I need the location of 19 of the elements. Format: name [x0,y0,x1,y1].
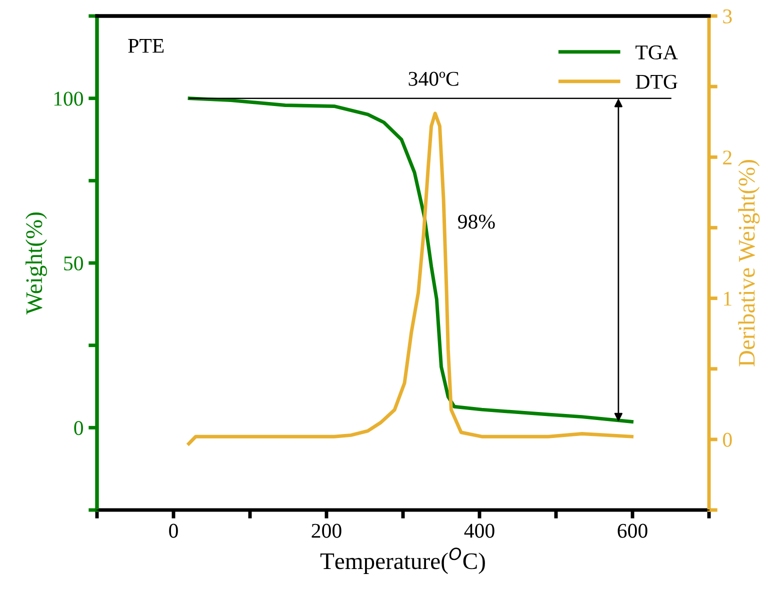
annotation: 98% [458,214,495,229]
annotation: 340ºC [408,72,458,86]
y2-axis-title: Deribative Weight(%) [738,160,760,366]
y-tick-label: 0 [74,421,84,436]
y2-tick-label: 2 [723,150,732,164]
y2-tick-label: 0 [722,432,732,447]
y-tick-label: 100 [54,92,84,106]
y-axis-title: Weight(%) [26,212,47,314]
x-tick-label: 200 [312,524,342,538]
legend-label: DTG [636,74,678,89]
y2-tick-label: 3 [723,9,732,24]
legend-label: TGA [636,45,678,60]
x-tick-label: 400 [464,524,494,538]
y2-tick-label: 1 [724,292,732,306]
x-tick-label: 0 [169,524,178,538]
x-tick-label: 600 [618,524,648,538]
x-axis-title: Temperature($^{O}$C) [320,548,485,574]
y-tick-label: 50 [64,256,84,270]
annotation: PTE [128,39,164,53]
